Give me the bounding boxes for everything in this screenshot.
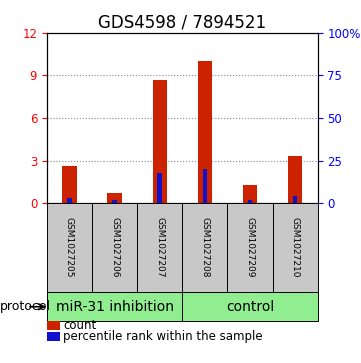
Bar [67,198,72,203]
Text: percentile rank within the sample: percentile rank within the sample [63,330,263,343]
Bar [62,166,77,203]
Bar [203,169,207,203]
Text: count: count [63,319,96,333]
Title: GDS4598 / 7894521: GDS4598 / 7894521 [98,13,266,31]
Bar [293,196,297,203]
Bar [108,193,122,203]
Text: miR-31 inhibition: miR-31 inhibition [56,300,174,314]
Text: GSM1027210: GSM1027210 [291,217,300,278]
Bar [248,200,252,203]
Text: GSM1027208: GSM1027208 [200,217,209,278]
Bar [112,200,117,203]
Bar [153,79,167,203]
Text: GSM1027207: GSM1027207 [155,217,164,278]
Text: protocol: protocol [0,300,51,313]
Text: GSM1027209: GSM1027209 [245,217,255,278]
Bar [157,172,162,203]
Bar [288,156,303,203]
Text: GSM1027206: GSM1027206 [110,217,119,278]
Text: GSM1027205: GSM1027205 [65,217,74,278]
Bar [198,61,212,203]
Text: control: control [226,300,274,314]
Bar [243,185,257,203]
